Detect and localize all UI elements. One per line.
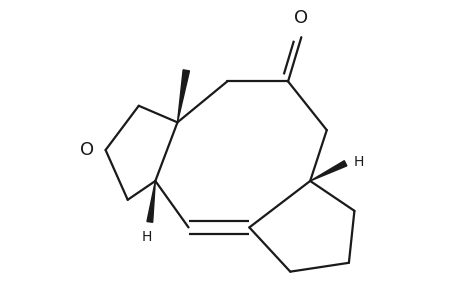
Polygon shape [177,70,189,122]
Polygon shape [309,161,346,181]
Text: H: H [141,230,151,244]
Text: H: H [353,155,363,169]
Text: O: O [80,141,94,159]
Polygon shape [146,181,155,222]
Text: O: O [294,9,308,27]
